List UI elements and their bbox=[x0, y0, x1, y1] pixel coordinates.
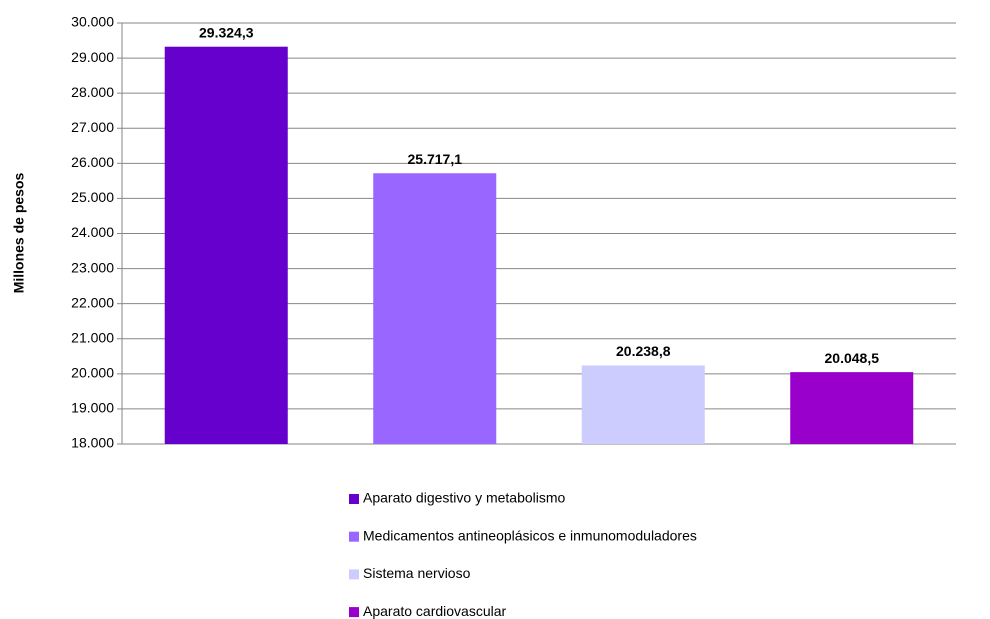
bar bbox=[373, 173, 497, 444]
y-tick-label: 28.000 bbox=[71, 84, 114, 100]
legend-label: Medicamentos antineoplásicos e inmunomod… bbox=[363, 527, 697, 543]
y-tick-label: 30.000 bbox=[71, 14, 114, 30]
bar bbox=[790, 372, 914, 444]
y-tick-label: 20.000 bbox=[71, 365, 114, 381]
y-tick-label: 18.000 bbox=[71, 435, 114, 451]
data-label: 20.048,5 bbox=[825, 350, 880, 366]
legend-swatch bbox=[349, 569, 359, 580]
y-tick-label: 19.000 bbox=[71, 400, 114, 416]
legend-swatch bbox=[349, 531, 359, 542]
y-tick-label: 23.000 bbox=[71, 259, 114, 275]
bar bbox=[581, 365, 705, 444]
bar bbox=[164, 46, 288, 444]
y-tick-label: 29.000 bbox=[71, 49, 114, 65]
y-tick-label: 21.000 bbox=[71, 329, 114, 345]
legend-label: Aparato digestivo y metabolismo bbox=[363, 490, 566, 506]
legend-swatch bbox=[349, 607, 359, 618]
y-tick-label: 25.000 bbox=[71, 189, 114, 205]
data-label: 25.717,1 bbox=[408, 151, 463, 167]
legend-label: Aparato cardiovascular bbox=[363, 603, 507, 619]
y-tick-label: 24.000 bbox=[71, 224, 114, 240]
y-tick-label: 26.000 bbox=[71, 154, 114, 170]
legend-label: Sistema nervioso bbox=[363, 565, 471, 581]
data-label: 20.238,8 bbox=[616, 343, 671, 359]
y-tick-label: 27.000 bbox=[71, 119, 114, 135]
data-label: 29.324,3 bbox=[199, 24, 254, 40]
legend-swatch bbox=[349, 494, 359, 504]
y-tick-label: 22.000 bbox=[71, 294, 114, 310]
y-axis-title: Millones de pesos bbox=[11, 172, 27, 293]
